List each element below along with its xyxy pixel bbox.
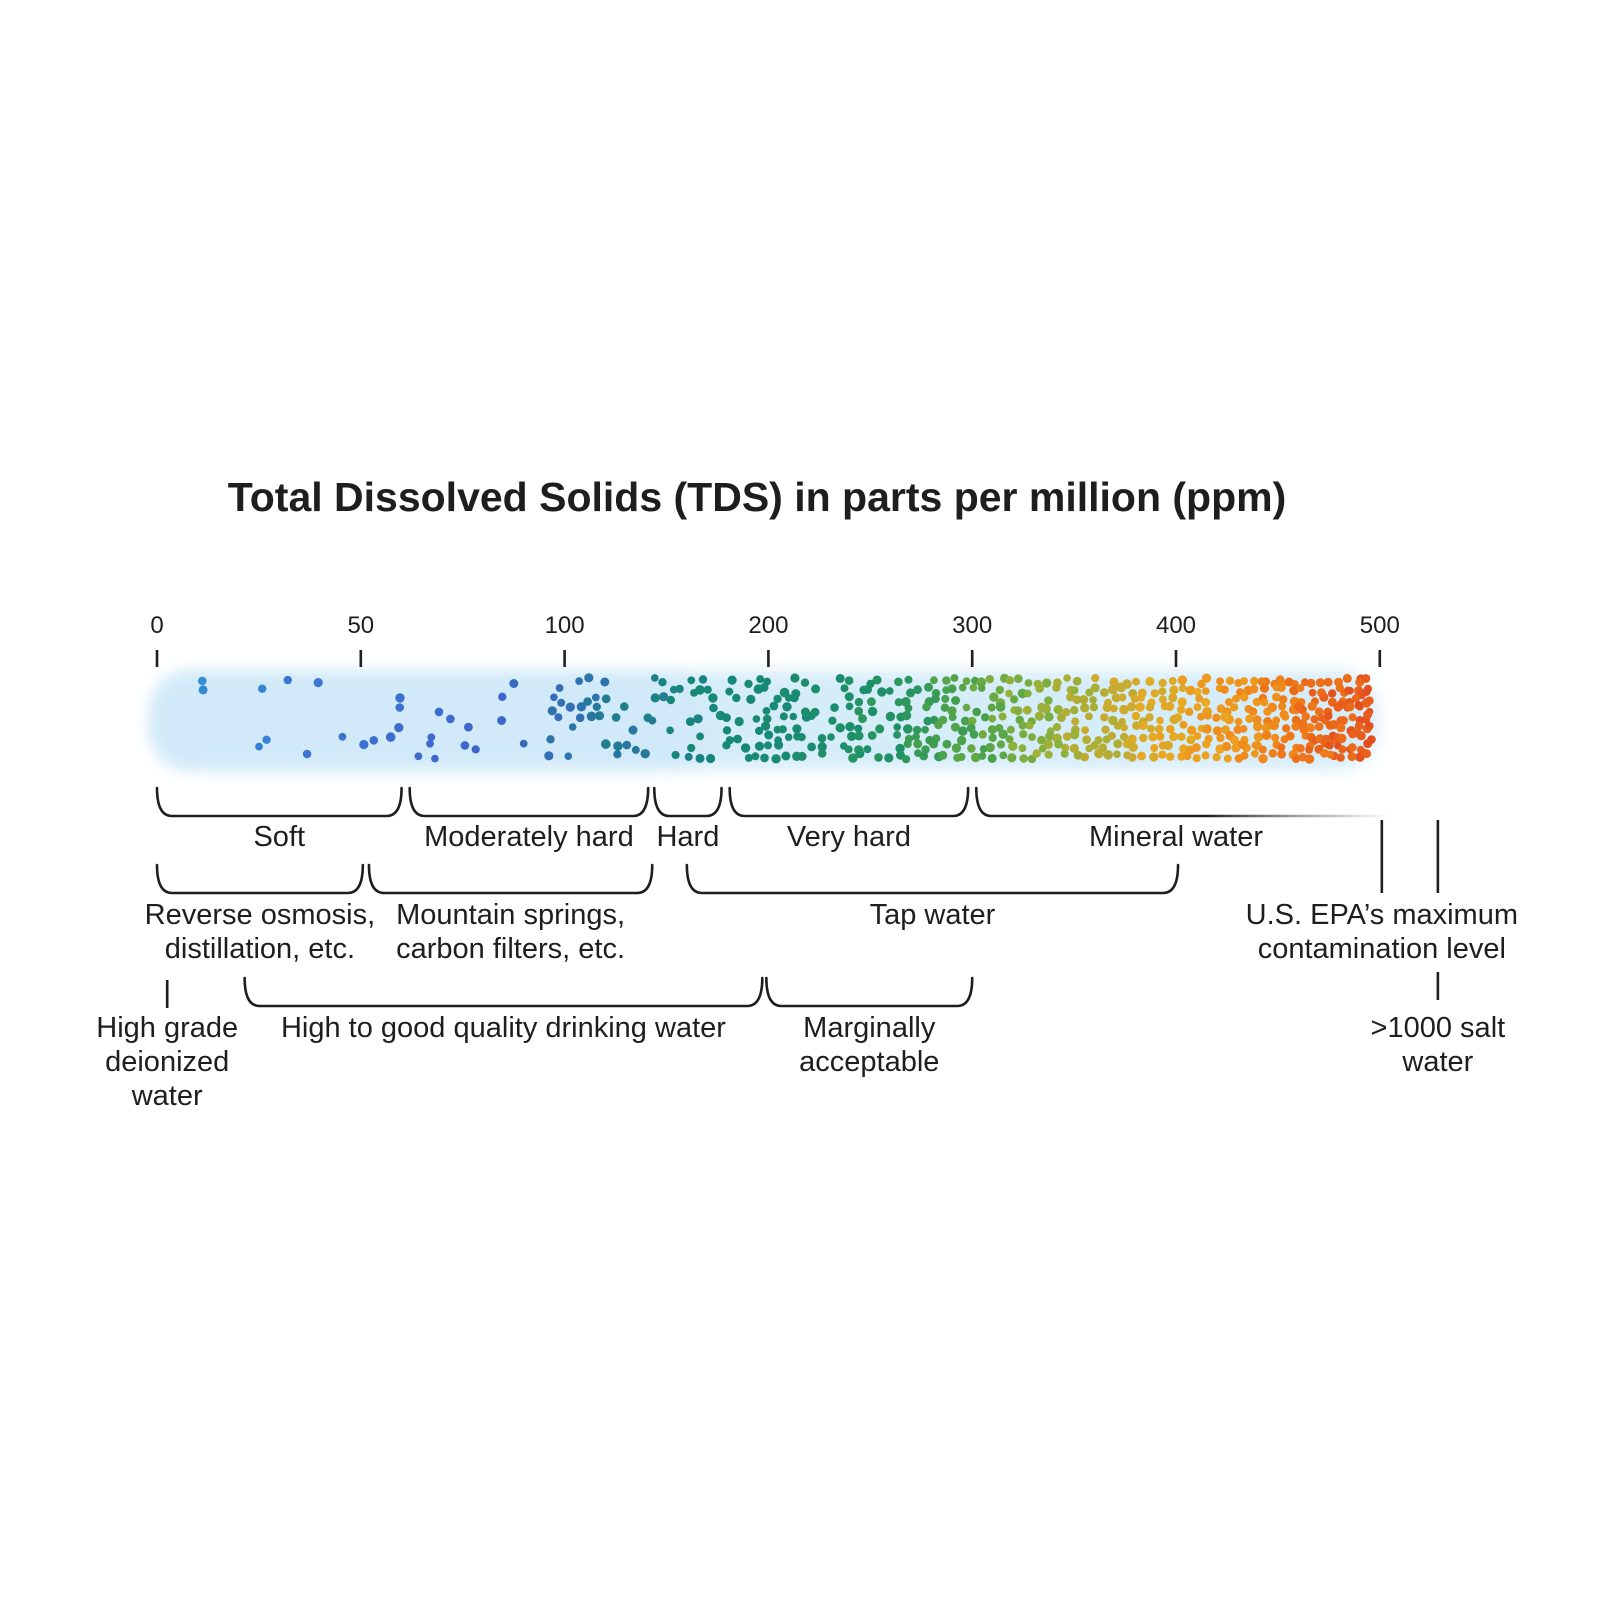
dot-band xyxy=(198,673,1376,764)
label-hard: Hard xyxy=(656,821,720,853)
bracket-mineral-water xyxy=(974,786,1392,818)
tick-label-400: 400 xyxy=(1155,612,1197,639)
bracket-moderately-hard xyxy=(408,786,650,818)
label-high-grade: High grade deionized water xyxy=(96,1012,239,1112)
label-u-s-epa-s-maximum: U.S. EPA’s maximum contamination level xyxy=(1245,899,1518,965)
tick-label-200: 200 xyxy=(748,612,789,639)
band-glow-left xyxy=(151,675,711,766)
bracket-hard xyxy=(652,786,723,818)
label-mineral-water: Mineral water xyxy=(1088,821,1264,853)
axis-ticks xyxy=(155,650,1382,667)
label-mountain-springs: Mountain springs, carbon filters, etc. xyxy=(396,899,626,965)
bracket-marginally xyxy=(765,976,974,1008)
tick-label-0: 0 xyxy=(150,612,164,639)
label-moderately-hard: Moderately hard xyxy=(424,821,634,853)
label-marginally: Marginally acceptable xyxy=(799,1012,940,1078)
tick-label-300: 300 xyxy=(952,612,993,639)
label-1000-salt: >1000 salt water xyxy=(1370,1012,1506,1078)
label-very-hard: Very hard xyxy=(786,821,911,853)
label-soft: Soft xyxy=(253,821,306,853)
tick-label-50: 50 xyxy=(347,612,375,639)
range-brackets xyxy=(155,786,1392,1008)
bracket-soft xyxy=(155,786,403,818)
tick-label-500: 500 xyxy=(1359,612,1400,639)
label-tap-water: Tap water xyxy=(869,899,996,931)
page-title: Total Dissolved Solids (TDS) in parts pe… xyxy=(227,474,1287,520)
label-reverse-osmosis: Reverse osmosis, distillation, etc. xyxy=(144,899,376,965)
label-high-to-good-quality-drinking-water: High to good quality drinking water xyxy=(280,1012,726,1044)
bracket-high-to-good-quality-drinking-water xyxy=(243,976,764,1008)
tick-label-100: 100 xyxy=(544,612,585,639)
bracket-very-hard xyxy=(728,786,970,818)
bracket-reverse-osmosis xyxy=(155,863,365,895)
bracket-tap-water xyxy=(685,863,1180,895)
marker-lines xyxy=(165,820,1440,1008)
bracket-mountain-springs xyxy=(367,863,654,895)
